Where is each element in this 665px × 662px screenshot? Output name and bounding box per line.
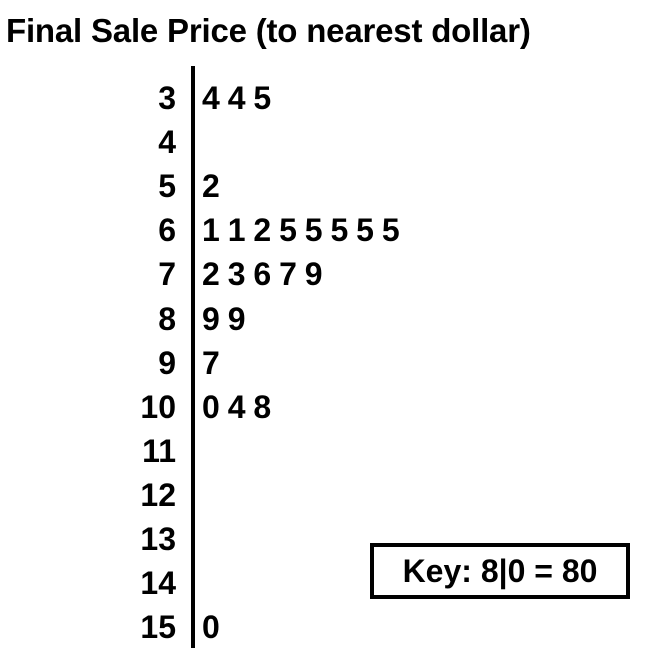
stem-value: 5 — [158, 168, 176, 205]
stem-value: 10 — [140, 388, 176, 425]
stem-row: 15 0 — [0, 607, 665, 647]
leaf-values: 2 3 6 7 9 — [202, 256, 323, 293]
stem-row: 7 2 3 6 7 9 — [0, 254, 665, 294]
stem-value: 12 — [140, 476, 176, 513]
stem-row: 10 0 4 8 — [0, 387, 665, 427]
leaf-values: 9 9 — [202, 300, 246, 337]
stem-value: 3 — [158, 80, 176, 116]
stem-row: 4 — [0, 122, 665, 162]
stem-value: 9 — [158, 344, 176, 381]
stem-value: 6 — [158, 212, 176, 249]
stem-row: 12 — [0, 475, 665, 515]
stem-value: 4 — [158, 124, 176, 161]
stem-row: 8 9 9 — [0, 299, 665, 339]
stem-value: 11 — [142, 432, 176, 469]
stem-value: 8 — [158, 300, 176, 337]
stem-row: 14 — [0, 563, 665, 603]
stem-value: 13 — [140, 521, 176, 557]
stem-row: 6 1 1 2 5 5 5 5 5 — [0, 210, 665, 250]
leaf-values: 2 — [202, 168, 220, 205]
chart-title: Final Sale Price (to nearest dollar) — [6, 12, 531, 49]
key-box: Key: 8|0 = 80 — [370, 543, 630, 599]
leaf-values: 7 — [202, 344, 220, 381]
stem-row: 11 — [0, 431, 665, 471]
stem-row: 3 4 4 5 — [0, 78, 665, 118]
stem-row: 13 — [0, 519, 665, 559]
stem-value: 14 — [140, 565, 176, 602]
stem-leaf-divider — [191, 66, 195, 648]
stem-value: 7 — [158, 256, 176, 293]
leaf-values: 4 4 5 — [202, 80, 272, 116]
leaf-values: 0 — [202, 609, 220, 646]
leaf-values: 0 4 8 — [202, 388, 272, 425]
leaf-values: 1 1 2 5 5 5 5 5 — [202, 212, 400, 249]
stem-value: 15 — [140, 609, 176, 646]
key-text: Key: 8|0 = 80 — [402, 553, 598, 589]
